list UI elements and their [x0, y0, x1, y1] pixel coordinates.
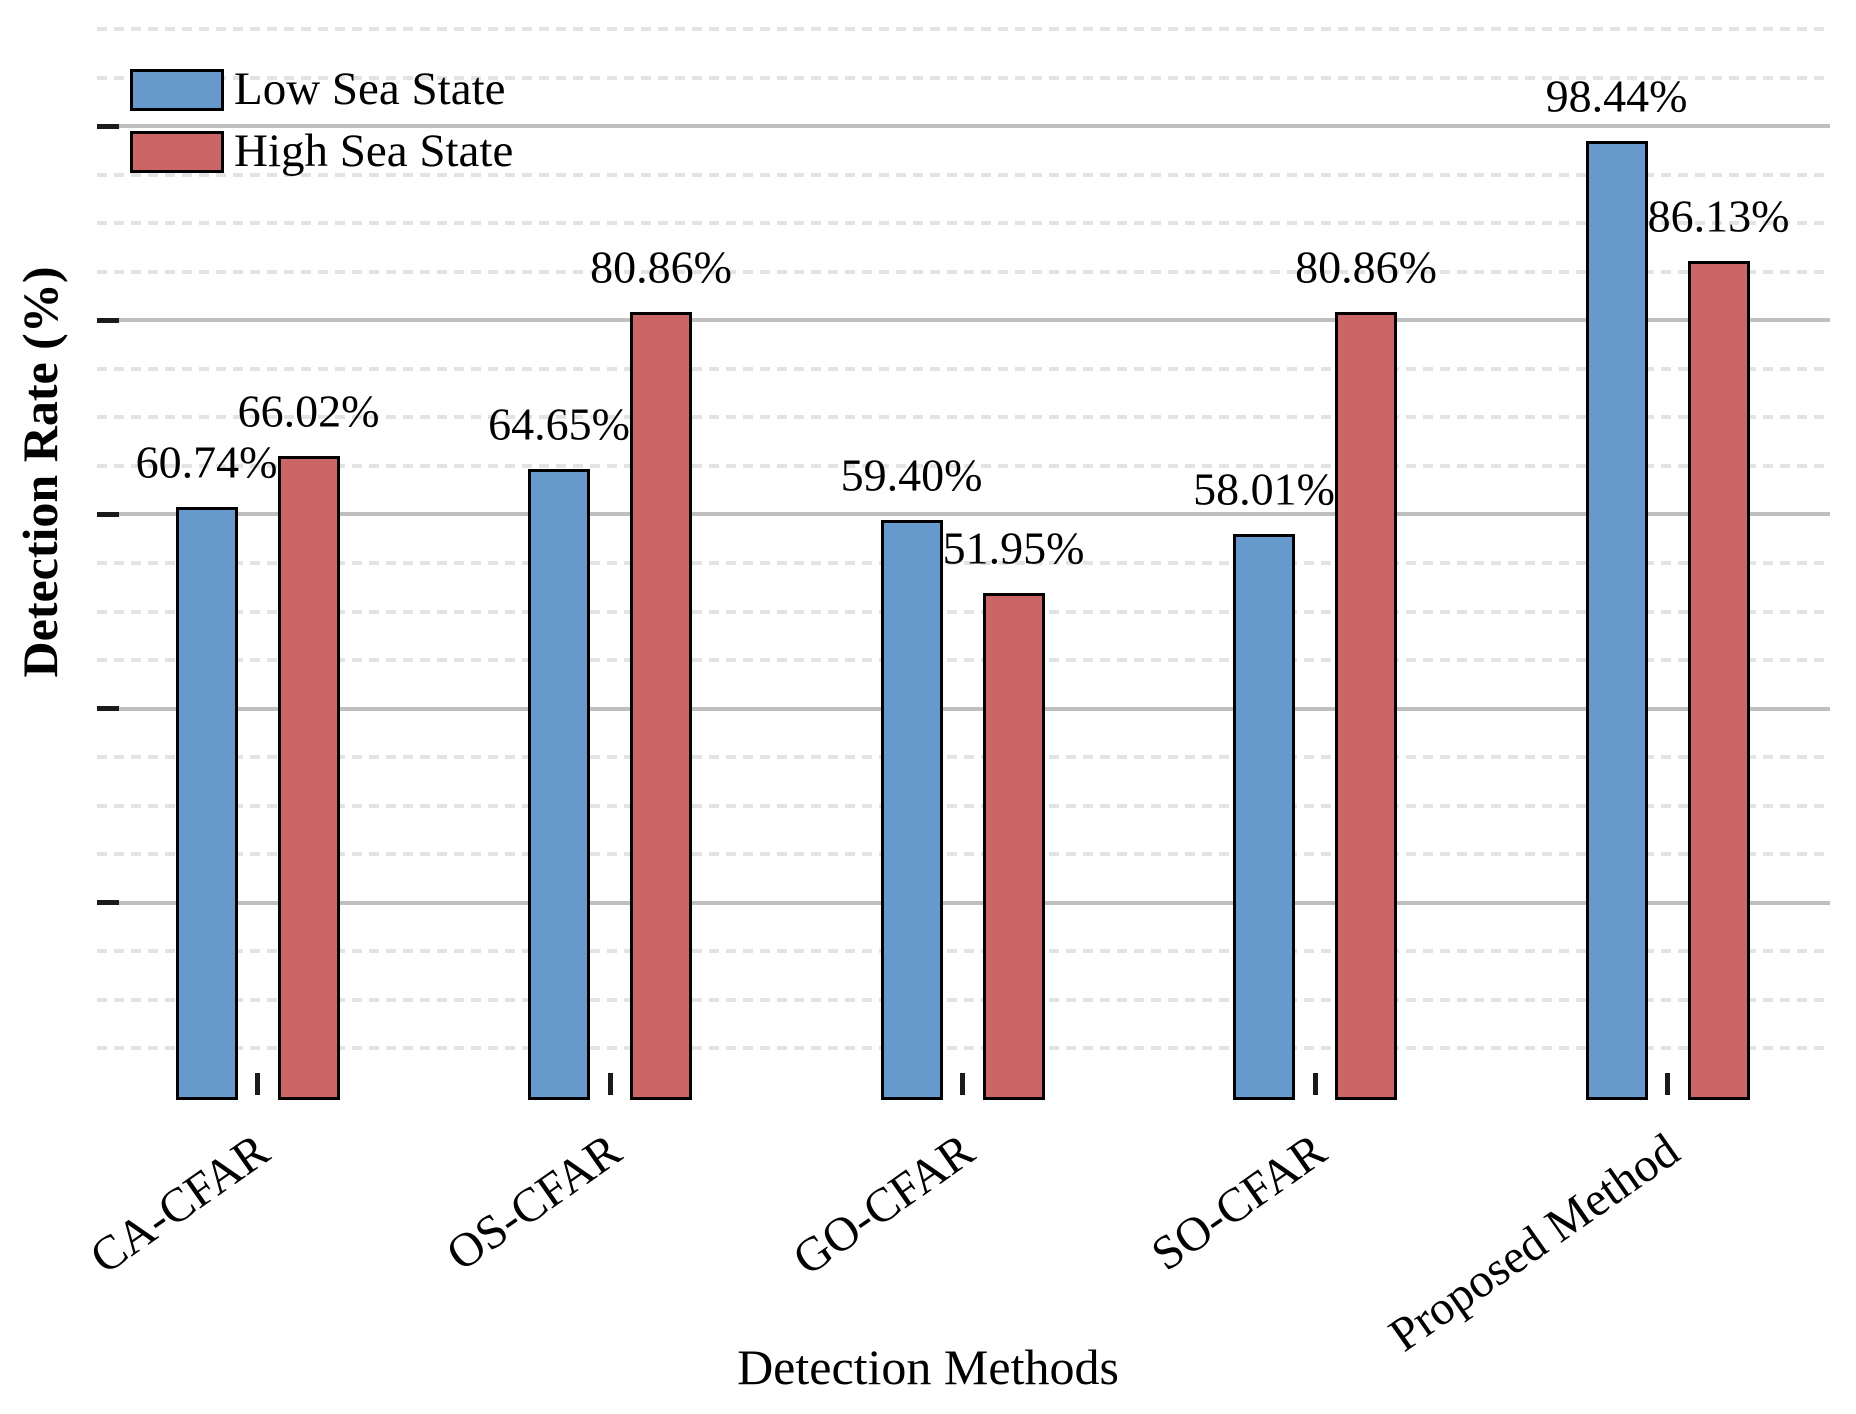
bar-high-sea-state-os-cfar: [630, 311, 692, 1100]
y-tick-20: [97, 900, 119, 906]
x-tick-proposed-method: [1665, 1073, 1670, 1095]
x-tick-so-cfar: [1312, 1073, 1318, 1095]
x-tick-ca-cfar: [255, 1073, 260, 1095]
legend-label-low-sea-state: Low Sea State: [234, 63, 506, 115]
value-label-high-sea-state-os-cfar: 80.86%: [590, 241, 732, 293]
gridline-minor-30: [97, 803, 1830, 808]
y-tick-100: [97, 123, 119, 129]
gridline-major-20: [97, 900, 1830, 905]
gridline-minor-10: [97, 997, 1830, 1002]
x-axis-label: Detection Methods: [737, 1339, 1119, 1395]
x-tick-label-proposed-method: Proposed Method: [1379, 1123, 1689, 1362]
bar-low-sea-state-ca-cfar: [175, 507, 238, 1100]
gridline-minor-65: [97, 463, 1830, 468]
gridline-minor-15: [97, 949, 1830, 954]
value-label-low-sea-state-ca-cfar: 60.74%: [135, 436, 278, 488]
gridline-minor-105: [97, 75, 1830, 80]
gridline-minor-110: [97, 27, 1830, 31]
legend-item-low-sea-state: Low Sea State: [130, 66, 513, 113]
gridline-minor-50: [97, 609, 1830, 614]
gridline-minor-85: [97, 269, 1830, 274]
x-axis-spine: [92, 1095, 1833, 1101]
gridline-minor-75: [97, 366, 1830, 371]
y-axis-spine: [92, 27, 98, 1100]
x-tick-os-cfar: [607, 1073, 613, 1095]
y-axis-label: Detection Rate (%): [12, 266, 68, 678]
bar-high-sea-state-ca-cfar: [277, 456, 340, 1100]
legend-item-high-sea-state: High Sea State: [130, 128, 513, 175]
value-label-low-sea-state-go-cfar: 59.40%: [840, 449, 983, 501]
legend-label-high-sea-state: High Sea State: [234, 125, 514, 177]
value-label-low-sea-state-so-cfar: 58.01%: [1193, 463, 1335, 515]
bar-low-sea-state-go-cfar: [880, 520, 943, 1100]
legend-swatch-high-sea-state: [130, 130, 224, 173]
gridline-minor-45: [97, 658, 1830, 663]
x-tick-label-so-cfar: SO-CFAR: [1142, 1123, 1336, 1282]
gridline-minor-25: [97, 852, 1830, 857]
x-tick-label-ca-cfar: CA-CFAR: [80, 1123, 279, 1285]
legend: Low Sea State High Sea State: [130, 66, 513, 190]
bar-low-sea-state-so-cfar: [1233, 533, 1295, 1100]
gridline-minor-5: [97, 1046, 1830, 1051]
gridline-major-40: [97, 706, 1830, 711]
y-tick-80: [97, 317, 119, 323]
gridline-minor-35: [97, 755, 1830, 760]
y-tick-60: [97, 511, 119, 517]
gridline-minor-70: [97, 415, 1830, 420]
legend-swatch-low-sea-state: [130, 68, 224, 111]
value-label-high-sea-state-so-cfar: 80.86%: [1295, 241, 1437, 293]
x-tick-label-os-cfar: OS-CFAR: [437, 1123, 631, 1282]
value-label-high-sea-state-proposed-method: 86.13%: [1647, 190, 1790, 242]
bar-high-sea-state-proposed-method: [1687, 260, 1750, 1100]
value-label-low-sea-state-proposed-method: 98.44%: [1545, 70, 1688, 122]
y-tick-40: [97, 706, 119, 712]
bar-high-sea-state-so-cfar: [1335, 311, 1397, 1100]
gridline-minor-95: [97, 172, 1830, 177]
gridline-major-80: [97, 318, 1830, 323]
bar-high-sea-state-go-cfar: [982, 592, 1045, 1100]
bar-low-sea-state-os-cfar: [528, 469, 590, 1100]
gridline-minor-90: [97, 221, 1830, 226]
x-tick-go-cfar: [960, 1073, 965, 1095]
value-label-high-sea-state-ca-cfar: 66.02%: [237, 385, 380, 437]
value-label-high-sea-state-go-cfar: 51.95%: [942, 522, 1085, 574]
value-label-low-sea-state-os-cfar: 64.65%: [488, 399, 630, 450]
gridline-major-60: [97, 512, 1830, 517]
x-tick-label-go-cfar: GO-CFAR: [783, 1123, 984, 1286]
gridline-minor-55: [97, 561, 1830, 565]
gridline-major-100: [97, 124, 1830, 129]
bar-low-sea-state-proposed-method: [1585, 141, 1648, 1100]
